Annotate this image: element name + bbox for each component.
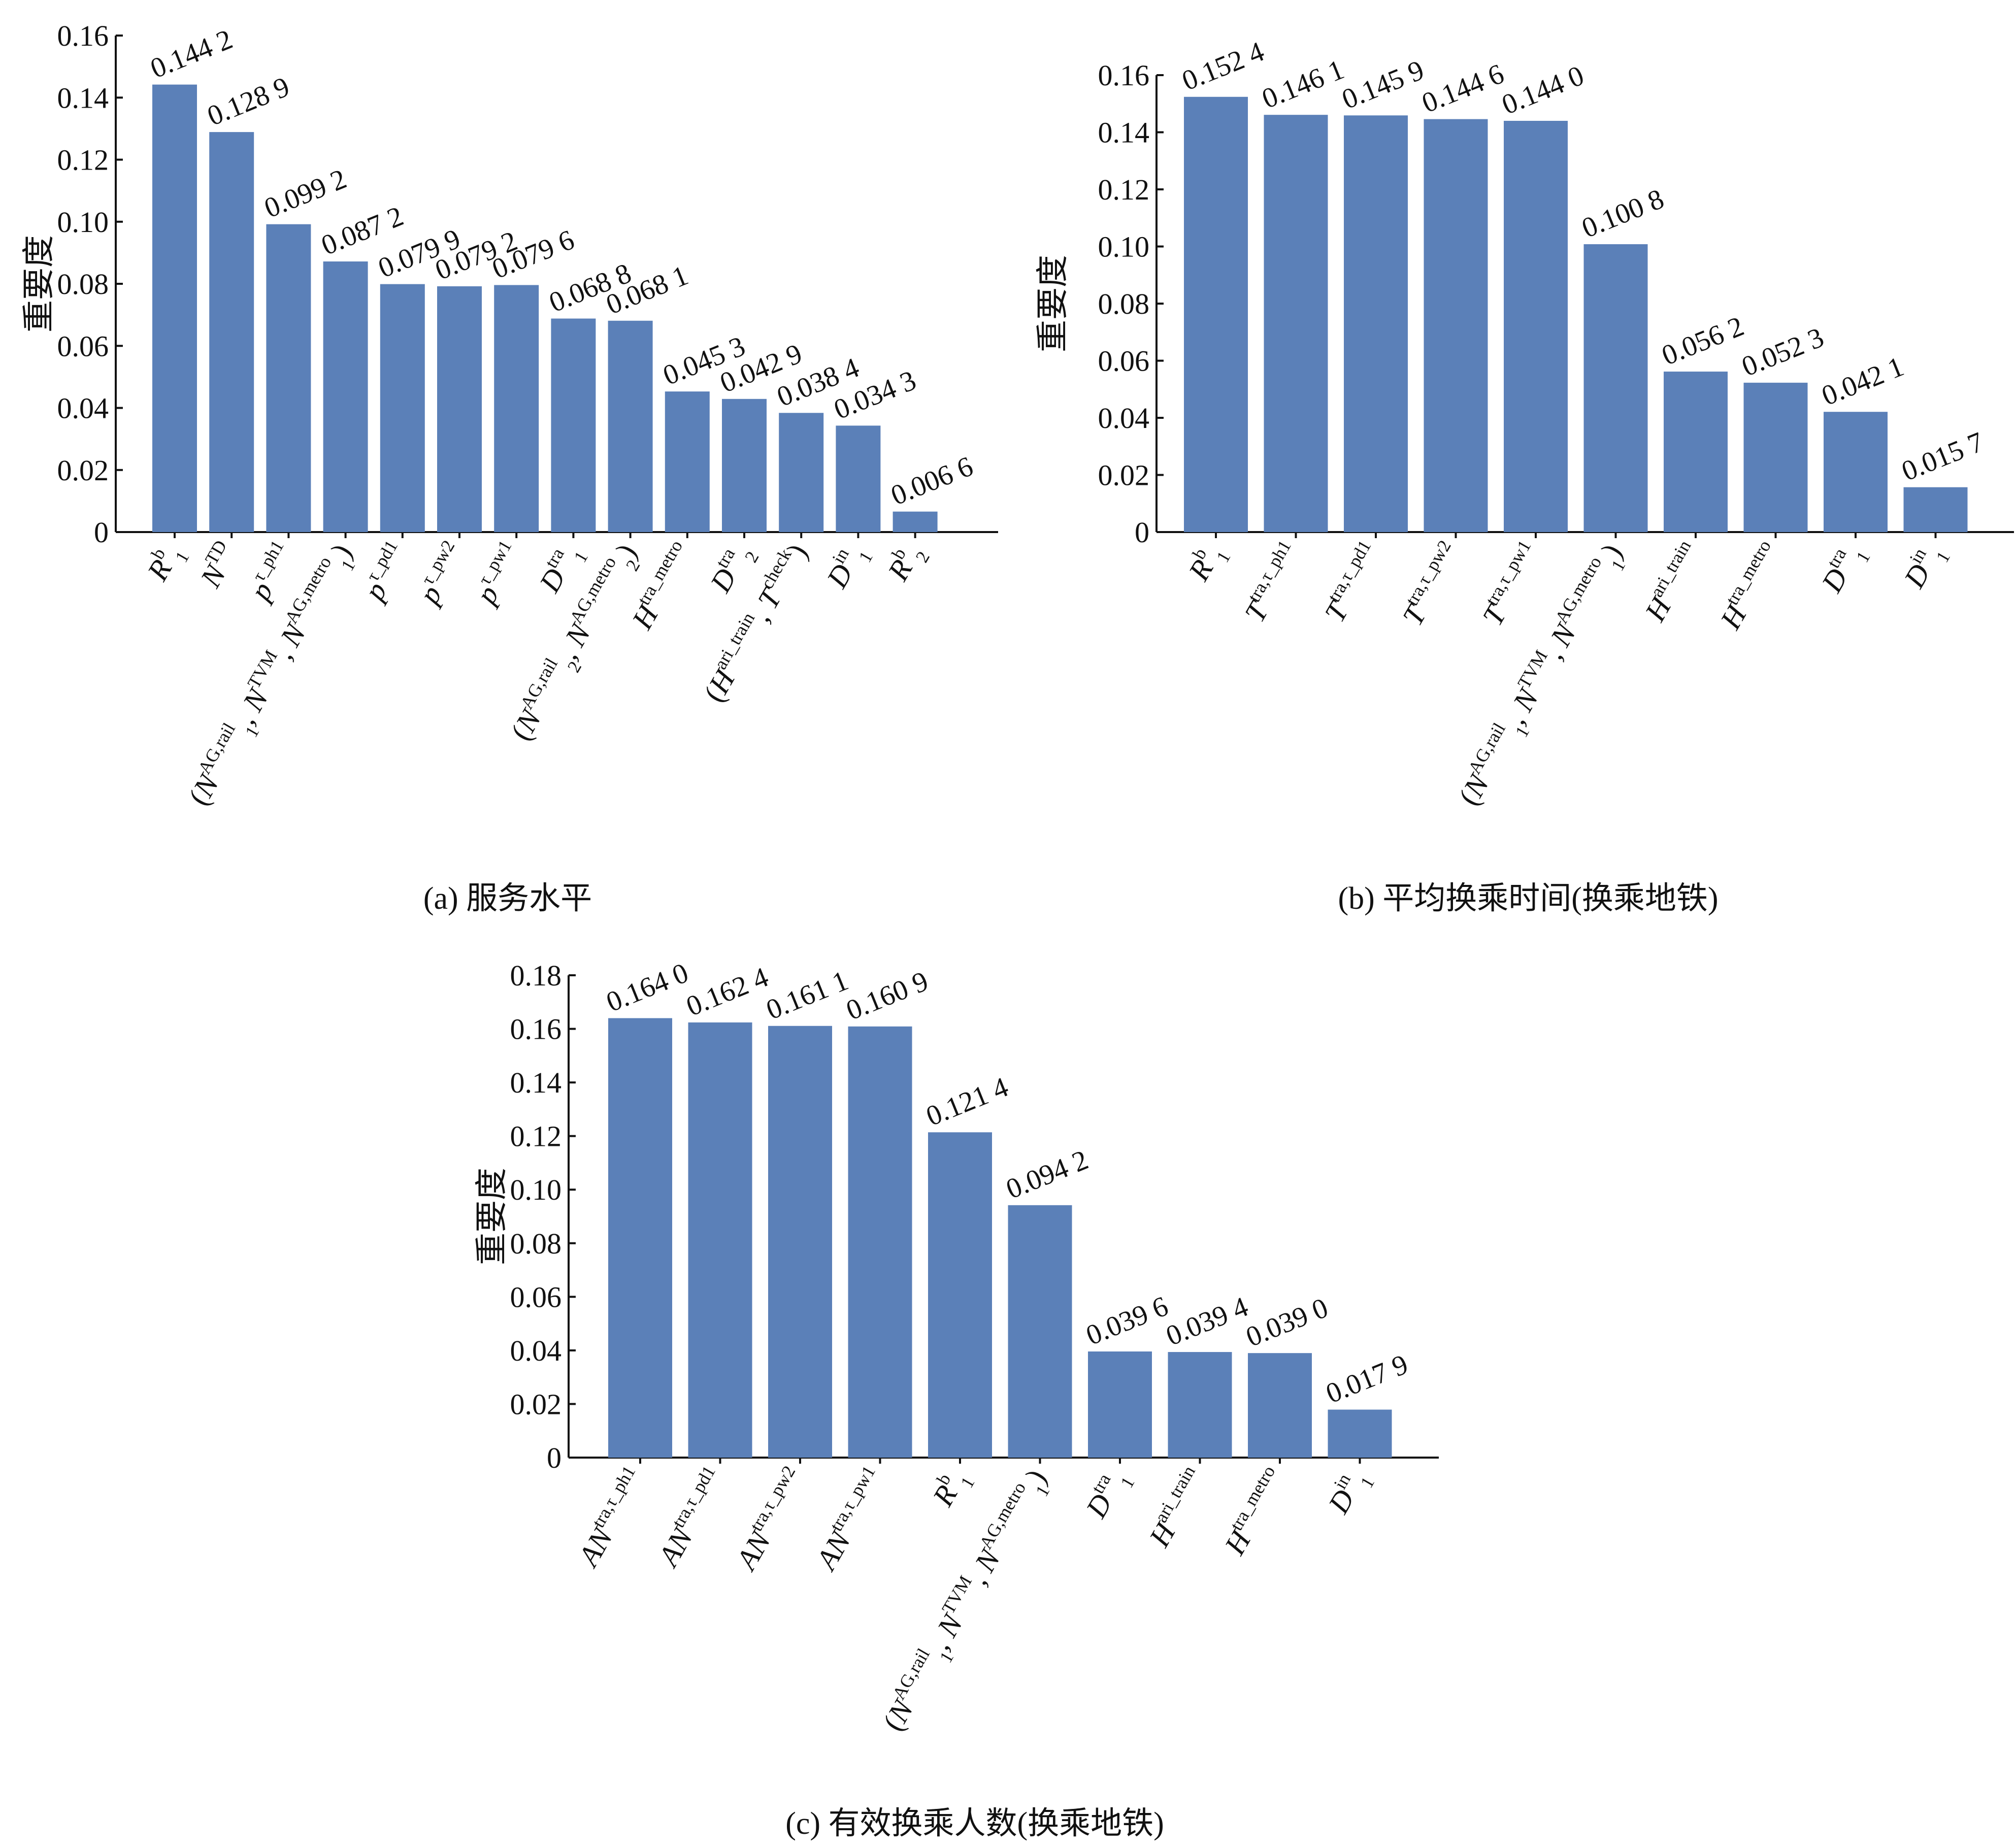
bar [928,1132,992,1458]
y-tick-label: 0.16 [57,19,109,52]
bar [1168,1352,1232,1458]
y-tick-label: 0.18 [510,959,562,992]
y-tick-label: 0 [1135,516,1149,549]
y-tick-label: 0.14 [1098,116,1150,149]
y-tick-label: 0.16 [510,1013,562,1046]
y-tick-label: 0.14 [57,81,109,114]
y-tick-label: 0.12 [510,1120,562,1153]
bar [665,391,710,532]
y-tick-label: 0.12 [57,144,109,177]
y-tick-label: 0.06 [510,1280,562,1313]
bar [688,1022,752,1458]
y-tick-label: 0.10 [510,1173,562,1206]
y-tick-label: 0.04 [510,1334,562,1367]
bar [551,318,596,532]
chart-caption: (a) 服务水平 [423,881,592,916]
y-tick-label: 0.02 [57,454,109,487]
bar [1264,115,1328,532]
bar [608,1018,672,1458]
y-tick-label: 0.06 [57,329,109,362]
bar [848,1026,912,1458]
y-tick-label: 0.02 [510,1388,562,1421]
bar [209,132,254,532]
bar [1184,96,1248,532]
y-axis-label: 重要度 [474,1168,510,1265]
y-tick-label: 0.14 [510,1066,562,1099]
bar [437,286,482,532]
chart-caption: (b) 平均换乘时间(换乘地铁) [1338,881,1718,916]
y-tick-label: 0.16 [1098,59,1150,92]
y-tick-label: 0 [547,1441,561,1474]
y-tick-label: 0.08 [510,1227,562,1260]
bar [152,84,197,532]
bar [266,224,311,532]
bar [1344,115,1408,532]
y-tick-label: 0.04 [57,392,109,425]
bar [1328,1409,1392,1458]
bar [1008,1205,1072,1458]
x-category-label: Rb1 [923,1462,979,1515]
y-tick-label: 0.04 [1098,402,1150,435]
bar [893,511,938,532]
bar [779,413,824,532]
bar [1824,412,1888,532]
bar [494,285,539,532]
bar [380,284,425,532]
y-tick-label: 0.06 [1098,345,1150,378]
bar [1664,371,1728,532]
bar [836,425,881,532]
bar [1248,1353,1312,1458]
bar [768,1026,832,1458]
y-tick-label: 0 [94,516,109,549]
bar [1424,119,1488,532]
bar [1903,487,1968,532]
y-tick-label: 0.08 [1098,287,1150,320]
y-tick-label: 0.08 [57,268,109,301]
y-tick-label: 0.10 [57,206,109,239]
bar [1088,1351,1152,1458]
bar [1504,121,1568,532]
chart-caption: (c) 有效换乘人数(换乘地铁) [785,1806,1164,1841]
bar [608,320,653,532]
y-tick-label: 0.12 [1098,173,1150,206]
y-tick-label: 0.02 [1098,459,1150,492]
y-tick-label: 0.10 [1098,230,1150,263]
y-axis-label: 重要度 [1035,255,1071,352]
bar [1583,244,1648,532]
bar [323,261,368,532]
y-axis-label: 重要度 [21,235,57,333]
bar [722,399,767,532]
bar [1743,382,1808,532]
